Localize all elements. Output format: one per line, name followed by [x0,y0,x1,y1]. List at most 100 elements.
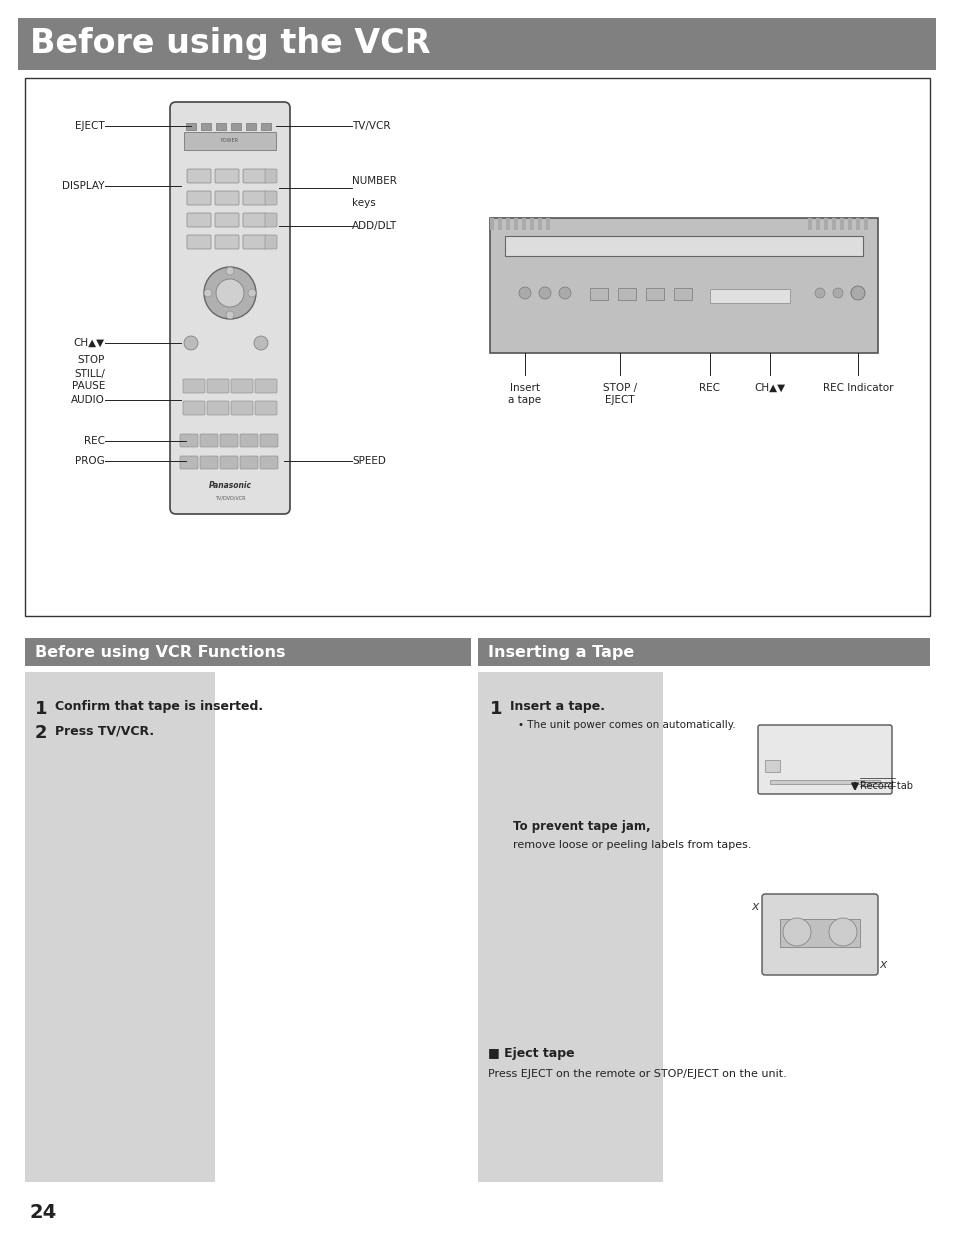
Bar [847,219,851,230]
FancyBboxPatch shape [214,191,239,205]
Text: NUMBER: NUMBER [352,177,396,186]
Text: 2: 2 [35,724,48,742]
FancyBboxPatch shape [183,379,205,393]
Bar [25,638,471,666]
Text: Press TV/VCR.: Press TV/VCR. [55,724,154,737]
Circle shape [248,289,255,296]
Circle shape [215,279,244,308]
Bar [184,132,275,149]
FancyBboxPatch shape [183,401,205,415]
Text: Insert
a tape: Insert a tape [508,383,541,405]
FancyBboxPatch shape [265,235,276,249]
Bar [504,236,862,256]
Bar [769,781,879,784]
Text: CH▲▼: CH▲▼ [73,338,105,348]
Bar [490,219,494,230]
Circle shape [814,288,824,298]
FancyBboxPatch shape [200,456,218,469]
Text: TV/VCR: TV/VCR [352,121,390,131]
Bar [514,219,517,230]
Text: 1: 1 [490,700,502,718]
Circle shape [204,267,255,319]
Text: Inserting a Tape: Inserting a Tape [488,645,634,659]
Text: ■ Eject tape: ■ Eject tape [488,1047,574,1060]
FancyBboxPatch shape [243,212,267,227]
Bar [780,919,859,947]
FancyBboxPatch shape [214,235,239,249]
Bar [545,219,550,230]
FancyBboxPatch shape [187,191,211,205]
Bar [831,219,835,230]
Bar [673,288,691,300]
Text: Panasonic: Panasonic [209,482,252,490]
Text: • The unit power comes on automatically.: • The unit power comes on automatically. [517,720,735,730]
Text: Before using VCR Functions: Before using VCR Functions [35,645,285,659]
Bar [537,219,541,230]
FancyBboxPatch shape [243,235,267,249]
FancyBboxPatch shape [240,456,257,469]
FancyBboxPatch shape [207,401,229,415]
Text: 1: 1 [35,700,48,718]
Circle shape [558,287,571,299]
FancyBboxPatch shape [200,433,218,447]
Circle shape [253,336,268,350]
Text: REC Indicator: REC Indicator [821,383,892,393]
Circle shape [828,918,856,946]
Circle shape [832,288,842,298]
Text: EJECT: EJECT [75,121,105,131]
Bar [261,124,271,130]
FancyBboxPatch shape [265,191,276,205]
Text: PROG: PROG [75,456,105,466]
Bar [589,288,607,300]
Bar [530,219,534,230]
Bar [477,638,929,666]
Circle shape [518,287,531,299]
Bar [246,124,255,130]
Circle shape [850,287,864,300]
FancyBboxPatch shape [220,433,237,447]
FancyBboxPatch shape [180,456,198,469]
Bar [807,219,811,230]
Text: DISPLAY: DISPLAY [63,182,105,191]
Text: STILL/: STILL/ [74,369,105,379]
Bar [201,124,211,130]
Text: TV/DVD/VCR: TV/DVD/VCR [214,495,245,500]
FancyBboxPatch shape [240,433,257,447]
Text: 24: 24 [30,1203,57,1221]
FancyBboxPatch shape [214,169,239,183]
Circle shape [226,311,233,319]
FancyBboxPatch shape [231,401,253,415]
FancyBboxPatch shape [254,379,276,393]
FancyBboxPatch shape [170,103,290,514]
Circle shape [538,287,551,299]
Text: ADD/DLT: ADD/DLT [352,221,396,231]
Text: CH▲▼: CH▲▼ [754,383,784,393]
Text: SPEED: SPEED [352,456,385,466]
Text: Before using the VCR: Before using the VCR [30,27,430,61]
Text: Press EJECT on the remote or STOP/EJECT on the unit.: Press EJECT on the remote or STOP/EJECT … [488,1070,786,1079]
FancyBboxPatch shape [254,401,276,415]
FancyBboxPatch shape [243,191,267,205]
FancyBboxPatch shape [265,169,276,183]
Circle shape [204,289,212,296]
Bar [477,672,662,1182]
Bar [709,289,789,303]
FancyBboxPatch shape [187,235,211,249]
Circle shape [782,918,810,946]
FancyBboxPatch shape [243,169,267,183]
Text: x: x [879,957,885,971]
Bar [25,78,929,616]
Text: PAUSE: PAUSE [71,382,105,391]
Circle shape [226,267,233,275]
Bar [505,219,510,230]
Text: REC: REC [84,436,105,446]
Bar [231,124,241,130]
Text: Insert a tape.: Insert a tape. [510,700,604,713]
Bar [764,760,780,772]
Bar [823,219,827,230]
Bar [645,288,663,300]
FancyBboxPatch shape [260,456,277,469]
Text: Record tab: Record tab [859,781,912,790]
Text: keys: keys [352,198,375,207]
Bar [186,124,195,130]
